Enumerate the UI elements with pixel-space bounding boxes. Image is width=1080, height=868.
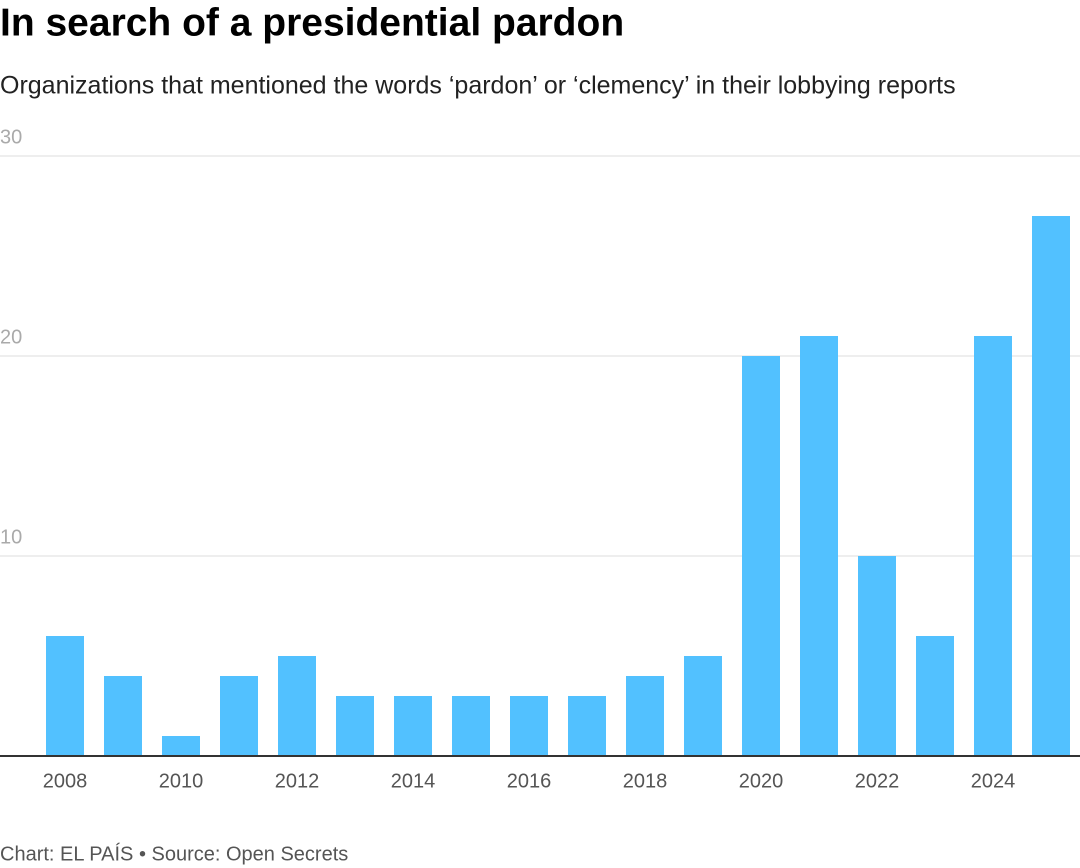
bar [104, 676, 142, 756]
bar [684, 656, 722, 756]
bar [858, 556, 896, 756]
x-tick-label: 2014 [391, 770, 436, 792]
bar [974, 336, 1012, 756]
y-tick-label: 10 [0, 526, 22, 548]
bar [394, 696, 432, 756]
bar [46, 636, 84, 756]
bar [742, 356, 780, 756]
x-tick-label: 2012 [275, 770, 320, 792]
bar [626, 676, 664, 756]
x-tick-label: 2024 [971, 770, 1016, 792]
x-tick-label: 2016 [507, 770, 552, 792]
x-tick-label: 2010 [159, 770, 204, 792]
chart-footer: Chart: EL PAÍS • Source: Open Secrets [0, 842, 348, 865]
bar [162, 736, 200, 756]
bar [568, 696, 606, 756]
x-tick-label: 2022 [855, 770, 900, 792]
chart-title: In search of a presidential pardon [0, 1, 624, 44]
bar [278, 656, 316, 756]
x-tick-label: 2020 [739, 770, 784, 792]
bar [916, 636, 954, 756]
bar [220, 676, 258, 756]
y-tick-label: 30 [0, 126, 22, 148]
y-tick-label: 20 [0, 326, 22, 348]
bar [1032, 216, 1070, 756]
bar [800, 336, 838, 756]
bar [336, 696, 374, 756]
chart-subtitle: Organizations that mentioned the words ‘… [0, 72, 956, 100]
x-tick-label: 2018 [623, 770, 668, 792]
x-tick-label: 2008 [43, 770, 88, 792]
bar [510, 696, 548, 756]
bar [452, 696, 490, 756]
